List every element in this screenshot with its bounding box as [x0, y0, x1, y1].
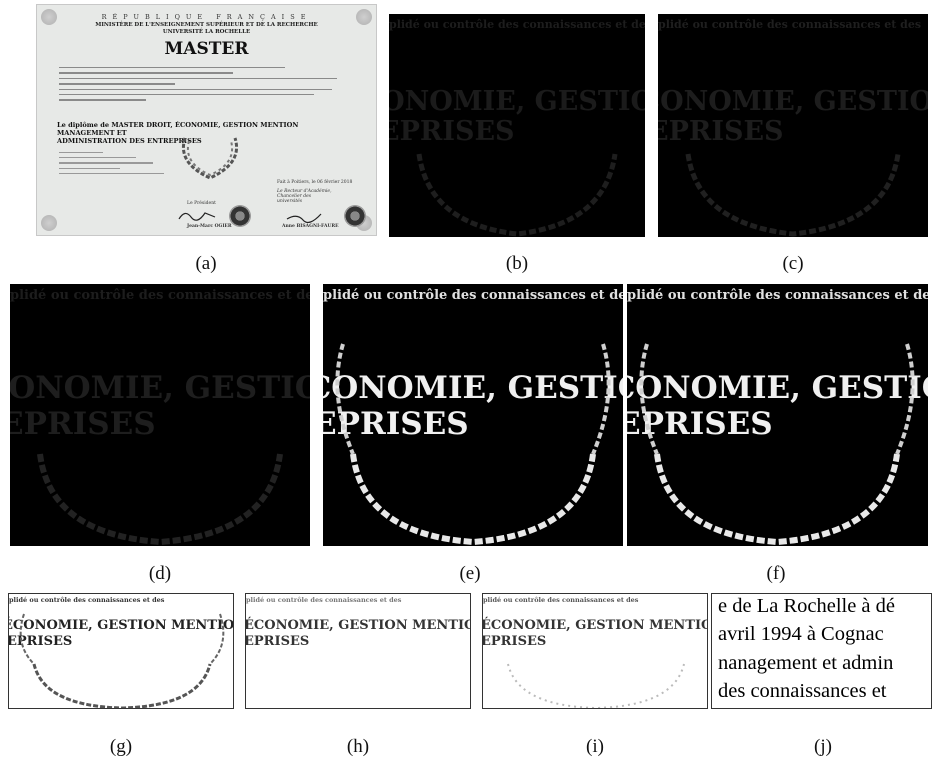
panel-text-middle: ÉCONOMIE, GESTION MENTION MA: [389, 86, 645, 117]
seal-icon: [229, 205, 251, 227]
panel-text-bottom: EPRISES: [245, 634, 310, 649]
left-signatory-role: Le Président: [187, 201, 216, 206]
panel-f: plidé ou contrôle des connaissances et d…: [627, 284, 928, 546]
university-line: UNIVERSITÉ LA ROCHELLE: [162, 29, 251, 35]
caption-j: (j): [814, 736, 832, 757]
caption-f: (f): [766, 563, 786, 584]
caption-h: (h): [346, 736, 370, 757]
panel-text-top: plidé ou contrôle des connaissances et d…: [389, 18, 645, 31]
degree-name: Le diplôme de MASTER DROIT, ÉCONOMIE, GE…: [57, 121, 357, 145]
ocr-line: avril 1994 à Cognac: [718, 623, 884, 645]
republic-heading: RÉPUBLIQUE FRANÇAISE: [101, 13, 312, 21]
wreath-edge-icon: [335, 343, 611, 546]
caption-i: (i): [586, 736, 604, 757]
caption-e: (e): [459, 563, 481, 584]
panel-h: plidé ou contrôle des connaissances et d…: [245, 593, 471, 709]
signature-icon: [178, 212, 216, 221]
panel-text-middle: ÉCONOMIE, GESTION MENTION MA: [8, 618, 234, 633]
panel-text-top: plidé ou contrôle des connaissances et d…: [10, 288, 310, 303]
panel-a-diploma: RÉPUBLIQUE FRANÇAISE MINISTÈRE DE L'ENSE…: [36, 4, 377, 236]
ministry-heading: MINISTÈRE DE L'ENSEIGNEMENT SUPÉRIEUR ET…: [37, 22, 376, 36]
wreath-edge-icon: [507, 663, 685, 708]
panel-e: plidé ou contrôle des connaissances et d…: [323, 284, 623, 546]
panel-text-bottom: EPRISES: [482, 634, 547, 649]
panel-j: e de La Rochelle à dé avril 1994 à Cogna…: [711, 593, 932, 709]
panel-text-middle: ÉCONOMIE, GESTION MENTION MA: [482, 618, 707, 633]
ocr-line: des connaissances et: [718, 680, 887, 702]
corner-ornament: [356, 9, 372, 25]
panel-c: plidé ou contrôle des connaissances et d…: [658, 14, 928, 237]
right-signatory-role: Le Recteur d'Académie, Chancelier des un…: [277, 189, 332, 204]
panel-text-top: plidé ou contrôle des connaissances et d…: [9, 596, 165, 604]
laurel-wreath-icon: [182, 137, 238, 180]
ocr-line: nanagement et admin: [718, 652, 894, 674]
panel-text-bottom: EPRISES: [8, 634, 73, 649]
panel-text-top: plidé ou contrôle des connaissances et d…: [483, 596, 639, 604]
caption-d: (d): [148, 563, 172, 584]
panel-i: plidé ou contrôle des connaissances et d…: [482, 593, 708, 709]
panel-text-top: plidé ou contrôle des connaissances et d…: [658, 18, 922, 31]
wreath-edge-icon: [19, 613, 225, 708]
panel-text-top: plidé ou contrôle des connaissances et d…: [627, 288, 928, 303]
wreath-edge-icon: [37, 453, 283, 546]
delivery-lines: [59, 148, 169, 178]
panel-text-middle: ÉCONOMIE, GESTION MENTION MA: [323, 370, 623, 406]
panel-text-top: plidé ou contrôle des connaissances et d…: [246, 596, 402, 604]
caption-g: (g): [109, 736, 133, 757]
panel-text-middle: ÉCONOMIE, GESTION MENTION MA: [658, 86, 928, 117]
wreath-edge-icon: [416, 153, 618, 237]
panel-text-middle: ÉCONOMIE, GESTION MENTION MA: [10, 370, 310, 406]
corner-ornament: [41, 9, 57, 25]
panel-d: plidé ou contrôle des connaissances et d…: [10, 284, 310, 546]
degree-line-2: ADMINISTRATION DES ENTREPRISES: [57, 137, 202, 145]
signature-icon: [286, 213, 322, 223]
degree-line-1: Le diplôme de MASTER DROIT, ÉCONOMIE, GE…: [57, 121, 299, 137]
panel-text-bottom: EPRISES: [658, 116, 784, 147]
ocr-line: e de La Rochelle à dé: [718, 595, 896, 617]
seal-icon: [344, 205, 366, 227]
place-date: Fait à Poitiers, le 06 février 2018: [277, 180, 353, 185]
diploma-body-lines: [59, 63, 349, 105]
panel-text-middle: ÉCONOMIE, GESTION MENTION MA: [627, 370, 928, 406]
caption-c: (c): [782, 253, 804, 274]
panel-text-middle: ÉCONOMIE, GESTION MENTION MA: [245, 618, 470, 633]
diploma-title: MASTER: [164, 39, 249, 59]
panel-g: plidé ou contrôle des connaissances et d…: [8, 593, 234, 709]
panel-b: plidé ou contrôle des connaissances et d…: [389, 14, 645, 237]
right-signatory-name: Anne BISAGNI-FAURE: [282, 224, 339, 229]
wreath-edge-icon: [685, 153, 901, 237]
wreath-edge-icon: [639, 343, 915, 546]
corner-ornament: [41, 215, 57, 231]
left-signatory-name: Jean-Marc OGIER: [187, 224, 232, 229]
panel-text-bottom: EPRISES: [389, 116, 515, 147]
caption-a: (a): [195, 253, 217, 274]
ministry-line: MINISTÈRE DE L'ENSEIGNEMENT SUPÉRIEUR ET…: [95, 22, 318, 28]
panel-text-bottom: EPRISES: [10, 406, 156, 442]
panel-text-top: plidé ou contrôle des connaissances et d…: [323, 288, 623, 303]
caption-b: (b): [505, 253, 529, 274]
